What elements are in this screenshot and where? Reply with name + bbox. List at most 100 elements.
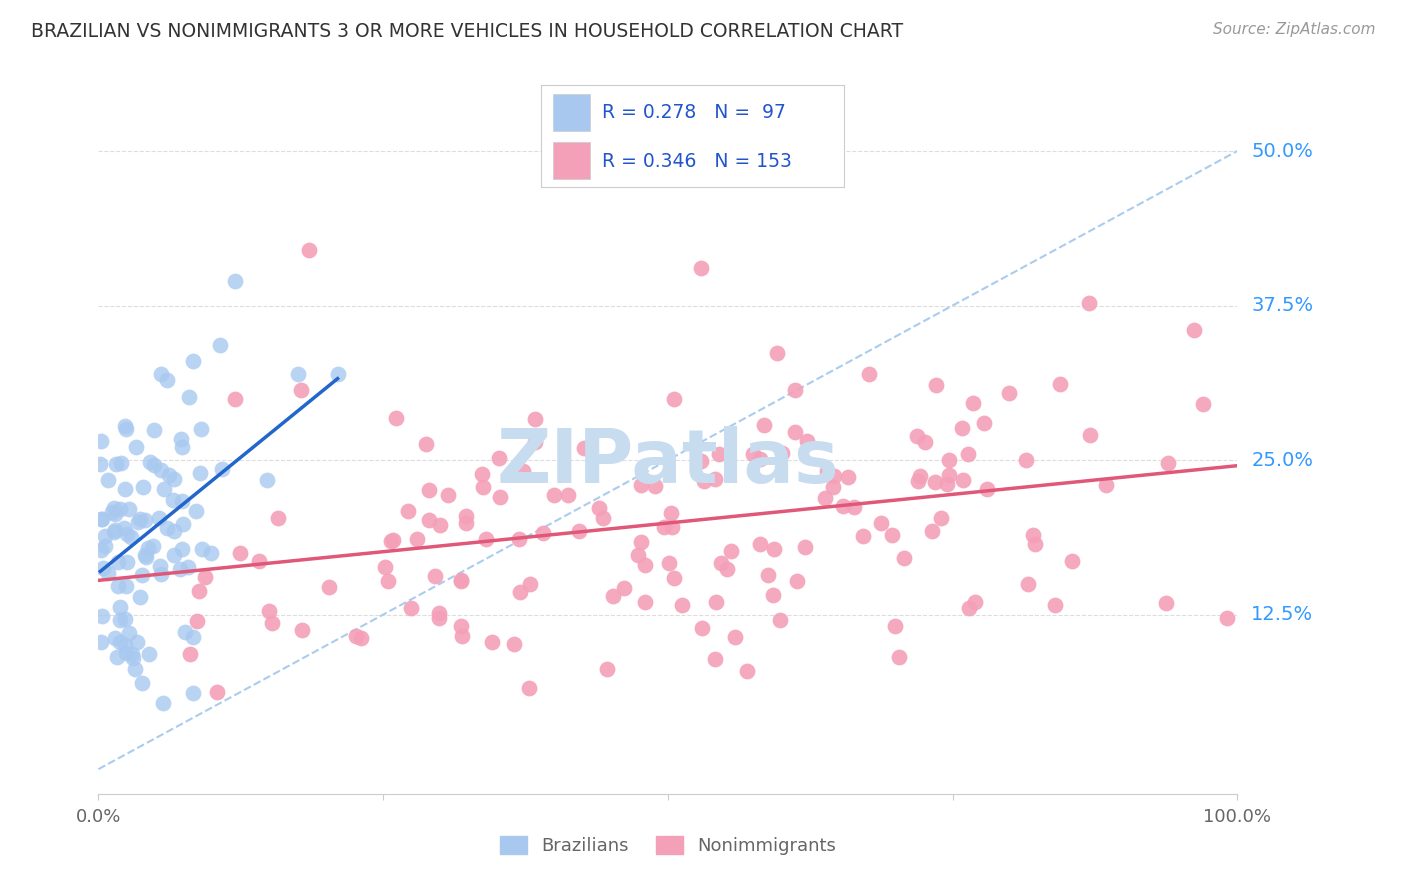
Point (163, 524, 186, 538)
Point (689, 454, 711, 468)
Point (114, 419, 136, 434)
Point (139, 455, 162, 469)
Point (568, 524, 591, 538)
Point (858, 367, 880, 381)
Point (108, 501, 131, 516)
Point (152, 482, 174, 496)
Point (531, 525, 554, 540)
Point (454, 508, 477, 523)
Point (211, 462, 233, 476)
Point (118, 626, 141, 640)
Point (177, 560, 200, 574)
Point (149, 462, 172, 476)
Point (125, 441, 148, 455)
Point (1017, 577, 1039, 591)
Point (396, 504, 419, 518)
Point (90, 434, 112, 449)
Point (177, 390, 200, 404)
Point (450, 628, 472, 642)
Point (228, 546, 250, 560)
Point (796, 434, 818, 448)
Point (502, 637, 524, 651)
Text: Source: ZipAtlas.com: Source: ZipAtlas.com (1212, 22, 1375, 37)
Point (298, 243, 321, 257)
Point (136, 541, 159, 556)
Point (224, 392, 246, 407)
Point (94, 539, 117, 553)
Point (517, 681, 540, 696)
Point (344, 629, 367, 643)
Point (103, 525, 125, 540)
Point (142, 423, 165, 437)
Point (97, 473, 120, 487)
Point (287, 367, 309, 381)
Point (742, 447, 765, 461)
Point (110, 457, 132, 471)
Point (191, 541, 214, 556)
Point (427, 611, 450, 625)
Point (427, 606, 450, 620)
Point (112, 521, 135, 535)
Point (831, 500, 853, 514)
Point (690, 621, 713, 635)
Point (418, 483, 440, 498)
Point (90, 635, 112, 649)
Point (121, 647, 143, 661)
Point (127, 516, 149, 530)
Point (557, 488, 579, 502)
Point (415, 436, 437, 450)
Point (97, 566, 120, 580)
Point (120, 530, 142, 544)
Point (156, 373, 179, 387)
Point (135, 549, 157, 564)
Point (512, 464, 534, 478)
Point (592, 510, 614, 524)
Point (524, 411, 547, 425)
Text: 12.5%: 12.5% (1251, 605, 1313, 624)
Point (1078, 296, 1101, 310)
Point (107, 555, 129, 569)
Point (627, 548, 650, 562)
Point (754, 417, 776, 432)
Point (209, 338, 232, 352)
Point (162, 492, 184, 507)
Point (924, 475, 946, 489)
Point (94, 529, 117, 543)
Point (908, 469, 931, 483)
Point (425, 569, 447, 583)
Point (938, 467, 960, 482)
Point (157, 467, 180, 482)
Point (105, 458, 128, 472)
Point (634, 558, 657, 572)
Point (104, 523, 127, 537)
Point (170, 432, 193, 446)
Point (405, 532, 427, 546)
Point (134, 548, 156, 562)
Point (488, 451, 510, 466)
Point (100, 505, 122, 519)
Text: BRAZILIAN VS NONIMMIGRANTS 3 OR MORE VEHICLES IN HOUSEHOLD CORRELATION CHART: BRAZILIAN VS NONIMMIGRANTS 3 OR MORE VEH… (31, 22, 903, 41)
Point (256, 473, 278, 487)
Point (326, 367, 349, 381)
Text: R = 0.346   N = 153: R = 0.346 N = 153 (602, 152, 792, 170)
Point (385, 411, 408, 425)
Point (508, 533, 530, 547)
Point (181, 630, 204, 644)
Point (1095, 477, 1118, 491)
Point (543, 488, 565, 502)
Point (1024, 537, 1046, 551)
Point (152, 696, 174, 710)
Point (671, 598, 693, 612)
Point (693, 474, 716, 488)
Text: 25.0%: 25.0% (1251, 450, 1313, 469)
Point (114, 482, 136, 496)
Point (207, 685, 229, 699)
Point (852, 529, 875, 543)
Point (519, 577, 541, 591)
Point (170, 440, 193, 454)
Point (450, 574, 472, 588)
Point (709, 447, 731, 461)
Point (785, 425, 807, 439)
Point (181, 686, 204, 700)
Point (662, 392, 685, 406)
